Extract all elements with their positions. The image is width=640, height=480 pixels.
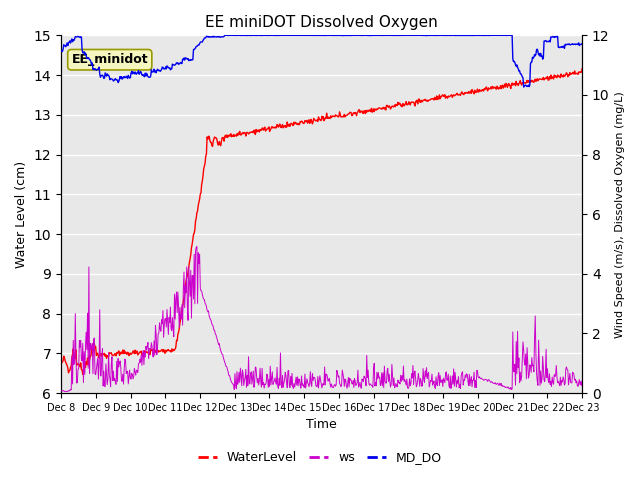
Y-axis label: Water Level (cm): Water Level (cm) [15,161,28,268]
Legend: WaterLevel, ws, MD_DO: WaterLevel, ws, MD_DO [193,446,447,469]
Text: EE_minidot: EE_minidot [72,53,148,66]
X-axis label: Time: Time [306,419,337,432]
Y-axis label: Wind Speed (m/s), Dissolved Oxygen (mg/L): Wind Speed (m/s), Dissolved Oxygen (mg/L… [615,91,625,337]
Title: EE miniDOT Dissolved Oxygen: EE miniDOT Dissolved Oxygen [205,15,438,30]
